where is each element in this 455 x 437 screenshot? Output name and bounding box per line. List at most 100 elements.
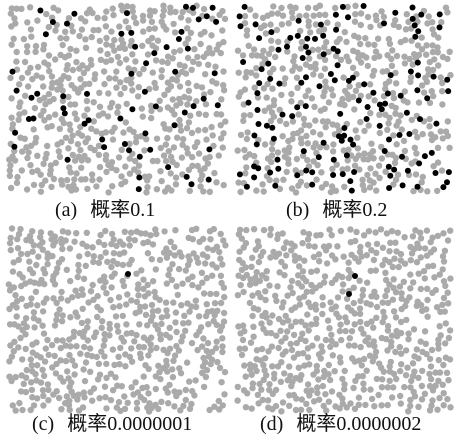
point (163, 280, 170, 287)
point (329, 121, 336, 128)
caption-a: (a) 概率0.1 (55, 199, 155, 221)
highlighted-point (409, 15, 416, 22)
point (135, 292, 142, 299)
point (302, 278, 310, 285)
point (247, 111, 254, 119)
point (94, 313, 101, 321)
point (158, 177, 165, 185)
point (82, 44, 90, 51)
point (261, 56, 269, 63)
point (23, 302, 30, 310)
point (303, 182, 311, 189)
highlighted-point (330, 172, 337, 178)
point (317, 131, 324, 138)
point (104, 258, 111, 266)
point (442, 340, 449, 347)
point (191, 392, 198, 399)
point (239, 52, 247, 59)
point (152, 373, 159, 380)
point (296, 263, 303, 270)
point (72, 309, 79, 316)
point (439, 253, 447, 260)
point (440, 294, 448, 302)
point (368, 140, 375, 147)
point (164, 59, 171, 67)
point (339, 95, 346, 103)
point (264, 80, 271, 88)
point (163, 357, 170, 364)
point (407, 384, 414, 391)
point (6, 321, 14, 328)
point (246, 299, 254, 307)
point (40, 392, 47, 399)
highlighted-point (339, 3, 346, 10)
point (176, 365, 183, 372)
point (220, 237, 227, 244)
point (29, 248, 36, 255)
point (422, 340, 429, 347)
point (291, 63, 299, 70)
point (123, 321, 130, 328)
point (142, 311, 150, 318)
point (97, 277, 104, 284)
point (263, 372, 270, 379)
point (195, 60, 202, 68)
point (148, 18, 156, 25)
point (78, 164, 85, 171)
point (81, 343, 88, 351)
point (93, 128, 100, 135)
point (281, 147, 288, 154)
point (162, 157, 170, 165)
point (304, 354, 312, 361)
point (42, 345, 49, 352)
point (45, 61, 52, 69)
point (261, 141, 269, 148)
point (436, 323, 443, 330)
point (239, 322, 247, 329)
point (414, 134, 421, 141)
point (332, 341, 339, 348)
point (403, 316, 410, 324)
point (58, 288, 65, 296)
point (337, 359, 344, 366)
point (259, 14, 267, 22)
point (149, 157, 157, 165)
point (63, 176, 71, 184)
point (40, 41, 48, 49)
point (64, 297, 71, 304)
point (408, 250, 416, 257)
point (426, 382, 434, 390)
point (379, 318, 386, 326)
highlighted-point (256, 80, 263, 87)
point (407, 396, 414, 404)
point (29, 75, 36, 83)
point (165, 148, 172, 155)
point (34, 63, 42, 71)
point (69, 151, 77, 159)
point (96, 163, 104, 171)
point (299, 152, 307, 159)
point (433, 304, 441, 311)
point (37, 229, 45, 236)
point (24, 69, 32, 76)
highlighted-point (406, 131, 413, 137)
point (316, 258, 323, 265)
point (357, 40, 364, 48)
point (18, 295, 25, 302)
point (446, 356, 454, 363)
point (151, 8, 158, 15)
point (188, 129, 196, 137)
point (67, 169, 74, 176)
highlighted-point (190, 4, 196, 11)
point (179, 141, 186, 148)
highlighted-point (403, 109, 410, 116)
point (194, 162, 201, 170)
point (9, 402, 16, 409)
point (115, 398, 123, 406)
highlighted-point (303, 43, 309, 50)
point (40, 83, 47, 90)
highlighted-point (175, 36, 182, 42)
point (435, 377, 442, 384)
point (80, 389, 88, 396)
point (75, 89, 82, 96)
